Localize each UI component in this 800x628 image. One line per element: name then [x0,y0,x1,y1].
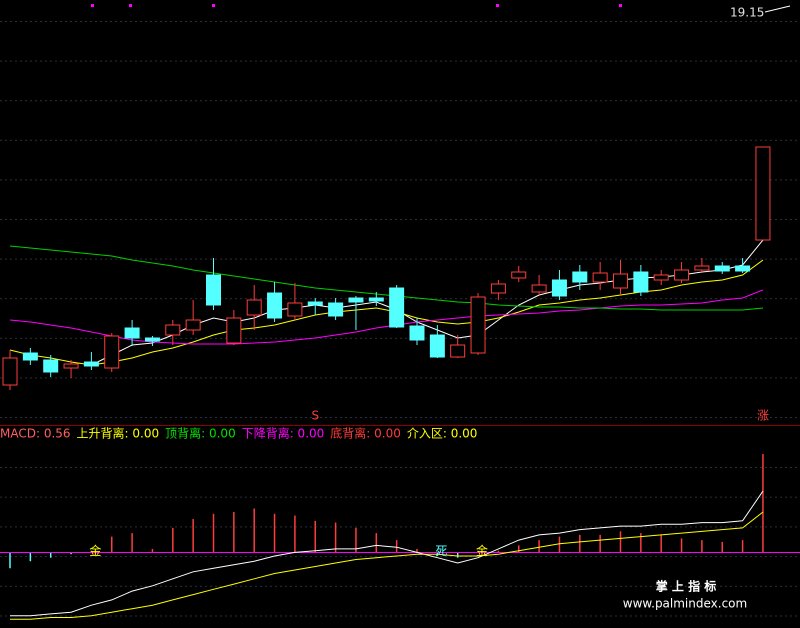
watermark-title: 掌 上 指 标 [656,579,717,594]
indicator-header: 下降背离: 0.00 [242,426,325,441]
candle-body [368,297,384,302]
cross-signal: 死 [435,544,447,558]
candle-body [165,324,181,336]
candle-body [307,301,323,306]
candle-body [226,317,242,344]
candle-body [429,334,445,358]
candle-body [124,327,140,339]
candle-body [714,265,730,272]
macd-grid [0,445,800,628]
candle-body [348,297,364,303]
indicator-header: 底背离: 0.00 [330,426,401,441]
candle-body [185,319,201,331]
cross-signal: 金 [476,543,488,558]
candle-body [755,146,771,241]
candle-body [22,352,38,361]
candle-body [267,292,283,319]
candle-body [653,274,669,281]
candle-body [613,273,628,289]
candle-body [531,284,547,293]
candle-body [246,299,262,316]
indicator-header: 上升背离: 0.00 [77,426,160,441]
high-price-label: 19.15 [730,6,764,20]
candle-body [592,272,608,283]
plot: S 涨 MACD: 0.56 上升背离: 0.00 顶背离: 0.00 下降背离: 0.0… [0,146,800,620]
candle-body [63,363,79,369]
moving-average-line [9,245,764,311]
candle-body [511,271,527,279]
candle-body [83,361,99,367]
candle-body [694,265,710,271]
candle-body [104,335,120,369]
candle-body [490,283,506,294]
dea-line [10,511,764,620]
indicator-header: MACD: 0.56 [0,427,71,441]
candle-body [633,271,649,293]
candle-body [674,269,690,281]
high-price-arrow [764,5,791,13]
indicator-header: 顶背离: 0.00 [165,426,236,441]
candle-body [572,271,588,283]
dif-line [10,490,764,617]
candle-body [450,344,466,358]
signal-marker: S [311,409,319,423]
candle-body [470,296,486,354]
candle-body [2,357,18,386]
top-dots [91,4,622,7]
candle-body [206,274,221,306]
candle-body [389,287,405,328]
cross-signal: 金 [89,543,101,558]
candle-body [43,359,59,373]
price-grid [0,0,800,425]
candle-body [551,279,567,297]
candle-body [735,265,751,272]
signal-marker: 涨 [757,408,769,423]
candle-body [287,302,303,317]
candle-body [409,325,425,341]
moving-average-line [91,239,764,366]
indicator-header: 介入区: 0.00 [407,427,478,441]
moving-average-line [9,289,764,345]
watermark-url: www.palmindex.com [623,597,747,611]
candle-body [328,302,344,317]
candle-body [144,337,160,342]
